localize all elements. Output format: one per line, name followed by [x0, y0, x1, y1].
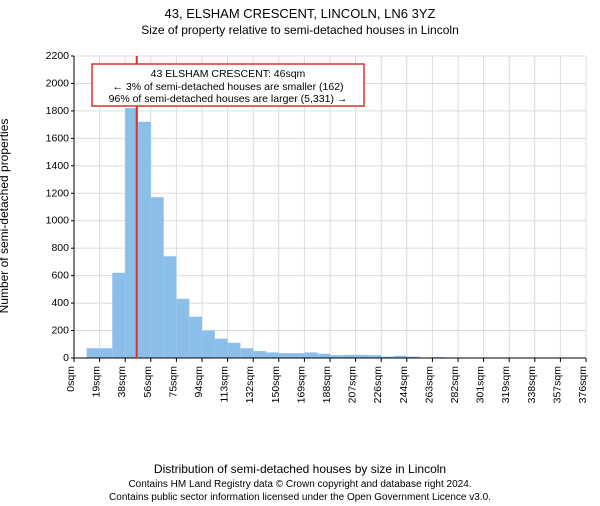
- svg-text:113sqm: 113sqm: [219, 366, 231, 403]
- svg-text:94sqm: 94sqm: [193, 366, 205, 398]
- svg-text:282sqm: 282sqm: [449, 366, 461, 404]
- svg-text:1800: 1800: [46, 105, 70, 117]
- svg-text:0sqm: 0sqm: [65, 366, 77, 392]
- svg-text:75sqm: 75sqm: [167, 366, 179, 398]
- svg-text:150sqm: 150sqm: [270, 366, 282, 404]
- svg-text:207sqm: 207sqm: [347, 366, 359, 404]
- svg-text:← 3% of semi-detached houses a: ← 3% of semi-detached houses are smaller…: [112, 81, 343, 93]
- svg-text:800: 800: [51, 242, 69, 254]
- histogram-svg: 0 200 400 600 800 1000 1200 1400 1600 1800 2000 220…: [30, 50, 592, 422]
- svg-text:263sqm: 263sqm: [423, 366, 435, 404]
- svg-text:301sqm: 301sqm: [475, 366, 487, 404]
- chart-title: 43, ELSHAM CRESCENT, LINCOLN, LN6 3YZ: [0, 6, 600, 21]
- svg-text:2000: 2000: [46, 77, 70, 89]
- svg-text:357sqm: 357sqm: [551, 366, 563, 404]
- chart-subtitle: Size of property relative to semi-detach…: [0, 23, 600, 37]
- svg-text:338sqm: 338sqm: [526, 366, 538, 404]
- svg-text:600: 600: [51, 270, 69, 282]
- svg-text:226sqm: 226sqm: [372, 366, 384, 404]
- svg-text:19sqm: 19sqm: [91, 366, 103, 398]
- svg-text:38sqm: 38sqm: [116, 366, 128, 398]
- svg-text:56sqm: 56sqm: [142, 366, 154, 398]
- svg-text:200: 200: [51, 325, 69, 337]
- svg-text:2200: 2200: [46, 50, 70, 62]
- svg-text:188sqm: 188sqm: [321, 366, 333, 404]
- svg-text:1200: 1200: [46, 187, 70, 199]
- svg-text:244sqm: 244sqm: [398, 366, 410, 404]
- svg-text:319sqm: 319sqm: [500, 366, 512, 404]
- svg-text:1000: 1000: [46, 215, 70, 227]
- svg-text:376sqm: 376sqm: [577, 366, 589, 404]
- svg-text:0: 0: [63, 352, 69, 364]
- footer-line-2: Contains public sector information licen…: [0, 492, 600, 505]
- x-axis-label: Distribution of semi-detached houses by …: [0, 462, 600, 476]
- svg-text:169sqm: 169sqm: [295, 366, 307, 404]
- footer-line-1: Contains HM Land Registry data © Crown c…: [0, 479, 600, 492]
- chart-area: 0 200 400 600 800 1000 1200 1400 1600 1800 2000 220…: [30, 50, 592, 422]
- footer-attribution: Contains HM Land Registry data © Crown c…: [0, 479, 600, 504]
- svg-text:132sqm: 132sqm: [244, 366, 256, 404]
- svg-text:43 ELSHAM CRESCENT: 46sqm: 43 ELSHAM CRESCENT: 46sqm: [151, 68, 306, 80]
- svg-text:96% of semi-detached houses ar: 96% of semi-detached houses are larger (…: [109, 93, 348, 105]
- y-axis-label: Number of semi-detached properties: [0, 119, 11, 314]
- svg-text:400: 400: [51, 297, 69, 309]
- svg-text:1600: 1600: [46, 132, 70, 144]
- svg-text:1400: 1400: [46, 160, 70, 172]
